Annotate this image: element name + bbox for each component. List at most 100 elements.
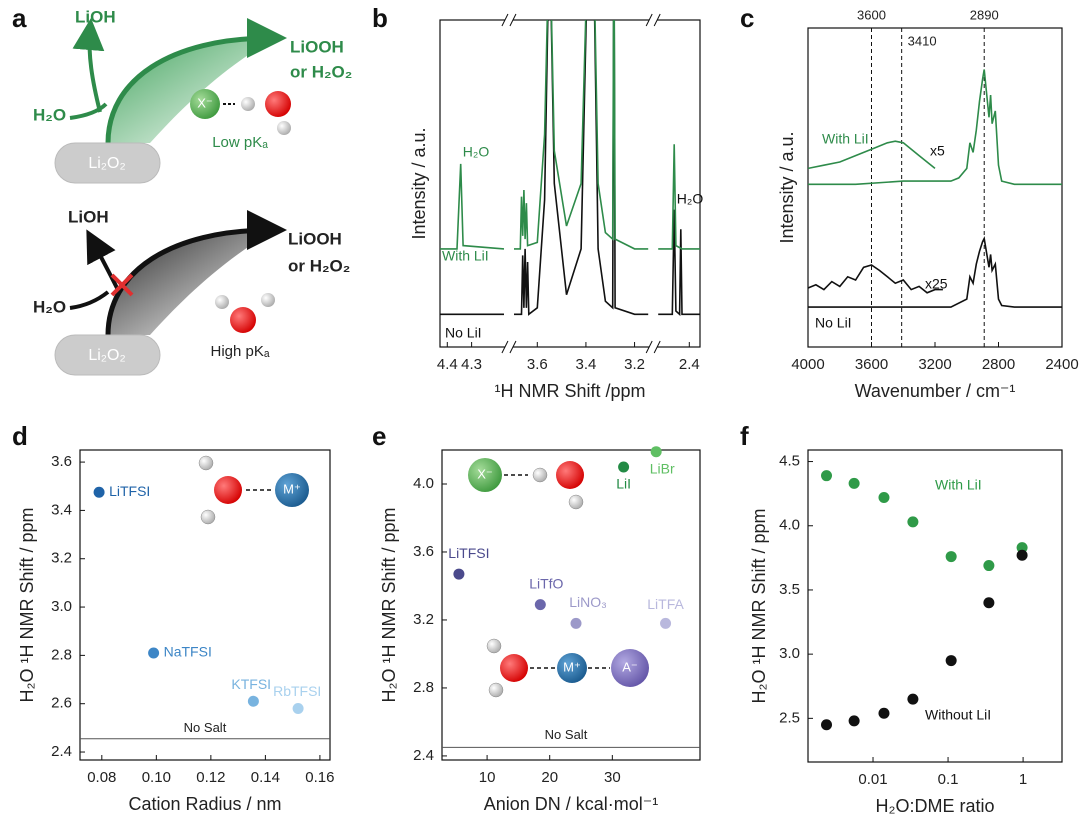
product-alt: or H₂O₂ <box>290 62 352 81</box>
x-tick-label: 3.4 <box>575 356 596 373</box>
arrow <box>69 102 108 120</box>
series-label: x5 <box>930 143 945 159</box>
oxygen <box>556 461 584 489</box>
spectrum-line <box>808 140 936 170</box>
axis-break <box>509 13 517 27</box>
hydrogen <box>200 509 216 525</box>
x-tick-label: 0.1 <box>938 771 959 788</box>
data-point <box>660 617 672 629</box>
data-point <box>148 647 160 659</box>
y-axis-label: H₂O ¹H NMR Shift / ppm <box>749 508 769 703</box>
y-tick-label: 3.5 <box>779 581 800 598</box>
ion <box>557 653 587 683</box>
y-axis-label: H₂O ¹H NMR Shift / ppm <box>379 507 399 702</box>
surface-label: Li₂O₂ <box>88 347 125 364</box>
surface <box>54 142 161 184</box>
annotation: H₂O <box>463 144 490 160</box>
product-alt: or H₂O₂ <box>288 256 350 275</box>
point-label: LiI <box>616 476 631 492</box>
data-point <box>650 446 662 458</box>
product-main: LiOOH <box>288 229 342 248</box>
plot-frame <box>807 27 1063 348</box>
y-axis-label: H₂O ¹H NMR Shift / ppm <box>17 507 37 702</box>
ion-label: M⁺ <box>563 659 581 674</box>
x-tick-label: 4000 <box>791 356 824 373</box>
hydrogen <box>261 293 275 307</box>
oxygen <box>230 307 256 333</box>
axis-break-gap <box>649 341 658 353</box>
ion-label: X⁻ <box>477 466 493 481</box>
anion <box>190 89 220 119</box>
y-tick-label: 3.0 <box>51 598 72 615</box>
x-tick-label: 0.01 <box>858 771 887 788</box>
y-tick-label: 3.2 <box>413 611 434 628</box>
x-tick-label: 0.10 <box>142 769 171 786</box>
data-point <box>93 486 105 498</box>
hydrogen <box>488 682 504 698</box>
axis-break-gap <box>504 341 513 353</box>
oxygen <box>265 91 291 117</box>
data-point <box>1016 542 1028 554</box>
product-main: LiOOH <box>290 37 344 56</box>
data-point <box>983 597 995 609</box>
y-tick-label: 3.0 <box>779 645 800 662</box>
point-label: LiBr <box>650 460 675 476</box>
panel-label: d <box>12 421 28 451</box>
y-axis-label: Intensity / a.u. <box>777 131 797 243</box>
series-label: No LiI <box>445 325 482 341</box>
y-tick-label: 3.6 <box>51 453 72 470</box>
data-point <box>821 719 833 731</box>
arrow <box>69 290 110 310</box>
y-tick-label: 2.6 <box>51 695 72 712</box>
series-label: No LiI <box>815 315 852 331</box>
data-point <box>945 551 957 563</box>
series-label: With LiI <box>822 131 869 147</box>
point-label: LiTFSI <box>109 483 150 499</box>
plot-frame <box>807 449 1063 763</box>
y-tick-label: 3.4 <box>51 501 72 518</box>
hydrogen <box>215 295 229 309</box>
x-axis-label: ¹H NMR Shift /ppm <box>494 381 645 401</box>
plot-frame <box>439 19 701 348</box>
surface <box>54 334 161 376</box>
point-label: RbTFSI <box>273 683 321 699</box>
oxygen <box>214 476 242 504</box>
y-tick-label: 4.5 <box>779 453 800 470</box>
y-tick-label: 2.8 <box>413 679 434 696</box>
x-tick-label: 0.08 <box>87 769 116 786</box>
block-mark <box>110 273 134 297</box>
point-label: LiTFSI <box>448 545 489 561</box>
hydrogen <box>198 455 214 471</box>
spectrum-line <box>808 264 943 294</box>
x-tick-label: 30 <box>604 769 621 786</box>
ion <box>275 473 309 507</box>
panel-label: f <box>740 421 749 451</box>
axis-break-gap <box>649 14 658 26</box>
reactant: H₂O <box>33 105 66 124</box>
panel-label: e <box>372 421 386 451</box>
panel-label: c <box>740 3 754 33</box>
data-point <box>848 477 860 489</box>
shading <box>108 38 275 143</box>
ion-label: A⁻ <box>622 659 638 674</box>
data-point <box>907 693 919 705</box>
hydrogen <box>532 467 548 483</box>
series-label: x25 <box>925 276 948 292</box>
arrow <box>72 18 105 113</box>
y-tick-label: 3.2 <box>51 550 72 567</box>
axis-break <box>501 340 509 354</box>
diagram-top: LiOH LiOOH or H₂O₂ H₂O X⁻ Low pKₐ Li₂O₂ <box>33 7 352 184</box>
reference-label: 3410 <box>908 33 937 48</box>
data-point <box>1016 549 1028 561</box>
axis-break <box>653 13 661 27</box>
spectrum-line <box>808 69 1062 186</box>
x-tick-label: 3.6 <box>527 356 548 373</box>
x-axis-label: Anion DN / kcal·mol⁻¹ <box>484 794 659 814</box>
series-label: Without LiI <box>925 707 991 723</box>
x-axis-label: Wavenumber / cm⁻¹ <box>855 381 1016 401</box>
x-tick-label: 0.16 <box>305 769 334 786</box>
data-point <box>945 655 957 667</box>
reference-label: No Salt <box>184 720 227 735</box>
x-tick-label: 10 <box>479 769 496 786</box>
data-point <box>878 492 890 504</box>
